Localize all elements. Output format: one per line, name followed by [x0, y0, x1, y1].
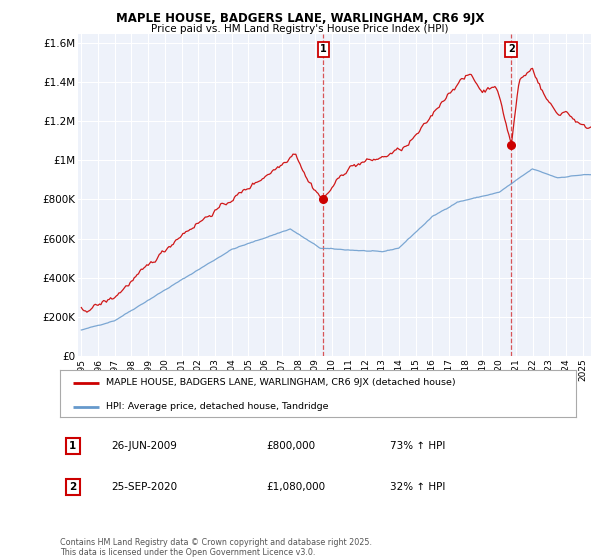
- Text: 1: 1: [320, 44, 327, 54]
- Text: 2: 2: [69, 482, 77, 492]
- Text: MAPLE HOUSE, BADGERS LANE, WARLINGHAM, CR6 9JX: MAPLE HOUSE, BADGERS LANE, WARLINGHAM, C…: [116, 12, 484, 25]
- Text: 73% ↑ HPI: 73% ↑ HPI: [390, 441, 446, 451]
- Text: Price paid vs. HM Land Registry's House Price Index (HPI): Price paid vs. HM Land Registry's House …: [151, 24, 449, 34]
- Text: 32% ↑ HPI: 32% ↑ HPI: [390, 482, 446, 492]
- Text: £1,080,000: £1,080,000: [266, 482, 326, 492]
- Text: 25-SEP-2020: 25-SEP-2020: [112, 482, 178, 492]
- Text: 2: 2: [508, 44, 515, 54]
- Text: 1: 1: [69, 441, 77, 451]
- Text: MAPLE HOUSE, BADGERS LANE, WARLINGHAM, CR6 9JX (detached house): MAPLE HOUSE, BADGERS LANE, WARLINGHAM, C…: [106, 379, 456, 388]
- Text: 26-JUN-2009: 26-JUN-2009: [112, 441, 178, 451]
- Text: £800,000: £800,000: [266, 441, 316, 451]
- Text: Contains HM Land Registry data © Crown copyright and database right 2025.
This d: Contains HM Land Registry data © Crown c…: [60, 538, 372, 557]
- Text: HPI: Average price, detached house, Tandridge: HPI: Average price, detached house, Tand…: [106, 402, 329, 411]
